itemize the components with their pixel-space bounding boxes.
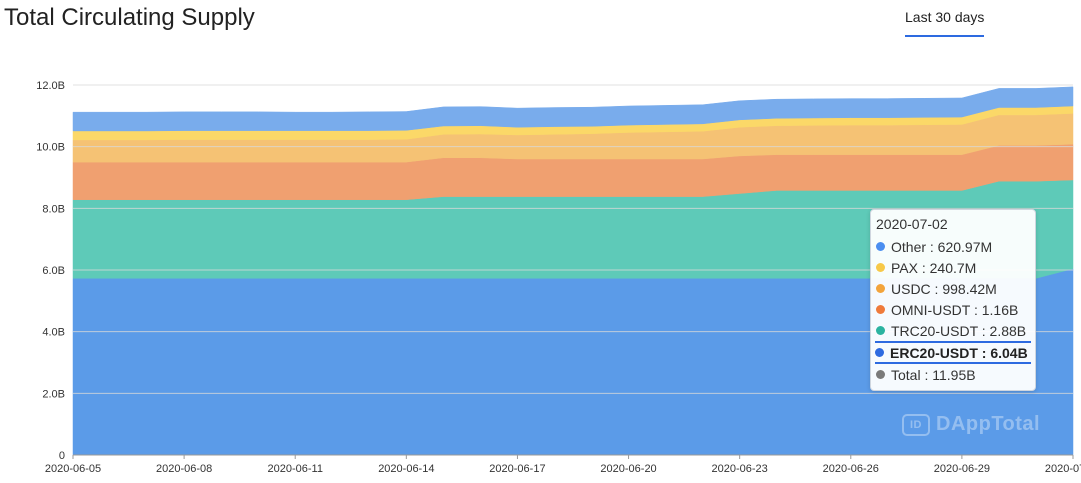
- tooltip-row-label: PAX : 240.7M: [891, 259, 977, 276]
- tooltip-row-label: USDC : 998.42M: [891, 280, 997, 297]
- tooltip-row-label: TRC20-USDT : 2.88B: [891, 322, 1027, 339]
- tooltip-row: ERC20-USDT : 6.04B: [875, 341, 1031, 364]
- tooltip-date: 2020-07-02: [876, 216, 948, 232]
- legend-dot-icon: [876, 326, 885, 335]
- legend-dot-icon: [876, 305, 885, 314]
- tooltip-row: Other : 620.97M: [876, 236, 1030, 257]
- legend-dot-icon: [876, 263, 885, 272]
- x-tick-label: 2020-06-29: [934, 463, 990, 475]
- y-tick-label: 6.0B: [42, 265, 65, 277]
- legend-dot-icon: [875, 348, 884, 357]
- x-tick-label: 2020-06-05: [45, 463, 101, 475]
- x-tick-label: 2020-06-26: [823, 463, 879, 475]
- legend-dot-icon: [876, 370, 885, 379]
- x-tick-label: 2020-07-02: [1045, 463, 1081, 475]
- dapptotal-logo-icon: ID: [902, 413, 930, 436]
- range-select-last-30-days[interactable]: Last 30 days: [905, 9, 985, 37]
- tooltip-row: USDC : 998.42M: [876, 278, 1030, 299]
- tooltip-row-label: Other : 620.97M: [891, 238, 993, 255]
- tooltip-row: TRC20-USDT : 2.88B: [876, 320, 1030, 341]
- tooltip-row: OMNI-USDT : 1.16B: [876, 299, 1030, 320]
- watermark-text: DAppTotal: [936, 413, 1041, 435]
- x-tick-label: 2020-06-14: [378, 463, 434, 475]
- x-tick-label: 2020-06-08: [156, 463, 212, 475]
- legend-dot-icon: [876, 284, 885, 293]
- y-tick-label: 8.0B: [42, 203, 65, 215]
- page-title: Total Circulating Supply: [4, 4, 255, 31]
- x-tick-label: 2020-06-20: [600, 463, 656, 475]
- x-tick-label: 2020-06-23: [712, 463, 768, 475]
- tooltip-row-label: Total : 11.95B: [891, 366, 976, 383]
- tooltip-row-label: ERC20-USDT : 6.04B: [890, 344, 1028, 361]
- tooltip-row: PAX : 240.7M: [876, 257, 1030, 278]
- y-tick-label: 12.0B: [36, 80, 65, 92]
- area-series: [72, 86, 1074, 456]
- legend-dot-icon: [876, 242, 885, 251]
- x-tick-label: 2020-06-17: [489, 463, 545, 475]
- y-tick-label: 4.0B: [42, 327, 65, 339]
- watermark: ID DAppTotal: [902, 413, 1040, 436]
- tooltip-row-label: OMNI-USDT : 1.16B: [891, 301, 1019, 318]
- y-tick-label: 10.0B: [36, 142, 65, 154]
- tooltip-row: Total : 11.95B: [876, 364, 1030, 385]
- y-tick-label: 2.0B: [42, 388, 65, 400]
- series-other: [72, 86, 1074, 132]
- y-tick-label: 0: [59, 450, 65, 462]
- chart-tooltip: 2020-07-02 Other : 620.97M PAX : 240.7M US…: [870, 209, 1036, 391]
- x-tick-label: 2020-06-11: [267, 463, 322, 475]
